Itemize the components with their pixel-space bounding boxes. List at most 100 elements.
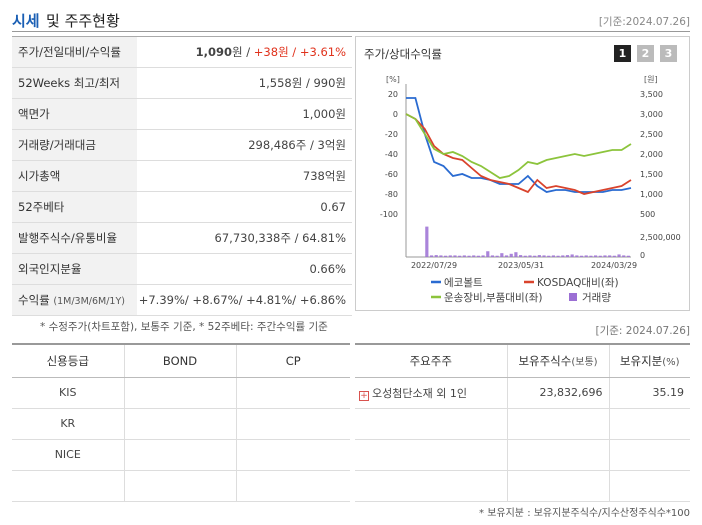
- volume-bar: [575, 255, 579, 257]
- right-tick-label: 500: [640, 210, 655, 219]
- row-value: 67,730,338주 / 64.81%: [137, 222, 352, 254]
- info-footnote: * 수정주가(차트포함), 보통주 기준, * 52주베타: 주간수익률 기준: [40, 321, 328, 333]
- right-tick-label: 1,000: [640, 190, 663, 199]
- ratio-cell: 35.19: [608, 377, 690, 409]
- agency-cell: NICE: [12, 439, 124, 471]
- table-row: 거래량/거래대금 298,486주 / 3억원: [12, 129, 352, 161]
- holder-cell: [355, 439, 507, 471]
- left-tick-label: 20: [388, 90, 398, 99]
- col-header-holder: 주요주주: [355, 344, 507, 378]
- holder-cell: [355, 470, 507, 502]
- volume-bar: [434, 255, 438, 257]
- volume-bar: [594, 255, 598, 257]
- volume-bar: [542, 255, 546, 257]
- cp-cell: [235, 377, 350, 409]
- price-chart: [%] [원] 20 0 -20 -40 -60 -80 -100 3,500 3,000 2,500…: [380, 75, 681, 304]
- table-row: 외국인지분율 0.66%: [12, 253, 352, 285]
- shares-header-unit: (보통): [571, 356, 598, 368]
- volume-bar: [612, 255, 616, 257]
- chart-tab-2[interactable]: 2: [637, 45, 654, 62]
- shareholders-table: 주요주주 보유주식수(보통) 보유지분(%) + 오성첨단소재 외 1인 23,8…: [355, 343, 690, 502]
- bond-cell: [123, 470, 236, 502]
- row-label: 52주베타: [12, 191, 137, 223]
- volume-bar: [458, 255, 462, 257]
- chart-title: 주가/상대수익률: [364, 47, 442, 61]
- table-row: 52주베타 0.67: [12, 191, 352, 223]
- row-label: 52Weeks 최고/최저: [12, 67, 137, 99]
- shares-header-text: 보유주식수: [518, 353, 572, 368]
- volume-bar: [462, 255, 466, 257]
- row-value: 298,486주 / 3억원: [137, 129, 352, 161]
- expand-plus-icon[interactable]: +: [359, 390, 369, 401]
- row-label: 액면가: [12, 98, 137, 130]
- agency-cell: KR: [12, 408, 124, 440]
- volume-bar: [565, 255, 570, 257]
- shares-cell: [506, 439, 609, 471]
- row-label: 수익률 (1M/3M/6M/1Y): [12, 284, 137, 316]
- volume-bar: [537, 255, 541, 257]
- chart-panel: 주가/상대수익률 1 2 3 [%] [원] 20 0 -20 -40 -60 -80 -100…: [355, 36, 690, 311]
- table-row: [355, 439, 690, 471]
- right-tick-label: 2,500: [640, 130, 663, 139]
- section-title-highlight: 시세: [12, 12, 40, 30]
- row-value: 0.67: [137, 191, 352, 223]
- chart-tab-1[interactable]: 1: [614, 45, 631, 62]
- row-label: 외국인지분율: [12, 253, 137, 285]
- volume-bar: [523, 255, 527, 257]
- ratio-header-unit: (%): [662, 356, 680, 368]
- section-title: 및 주주현황: [46, 12, 120, 30]
- col-header-ratio: 보유지분(%): [608, 344, 690, 378]
- volume-tick-label: 2,500,000: [640, 233, 681, 242]
- volume-bar: [622, 255, 626, 257]
- credit-rating-table: 신용등급 BOND CP KIS KR NICE: [12, 343, 350, 502]
- volume-bar: [453, 255, 457, 257]
- row-label: 시가총액: [12, 160, 137, 192]
- return-period: (1M/3M/6M/1Y): [53, 296, 125, 307]
- col-header: BOND: [123, 344, 236, 378]
- row-label: 거래량/거래대금: [12, 129, 137, 161]
- left-tick-label: -80: [385, 190, 398, 199]
- left-tick-label: -20: [385, 130, 398, 139]
- volume-bar: [589, 255, 593, 257]
- holder-name[interactable]: 오성첨단소재 외 1인: [372, 386, 467, 400]
- right-tick-label: 3,500: [640, 90, 663, 99]
- price-value: 1,090: [195, 45, 233, 59]
- holders-footnote: * 보유지분 : 보유지분주식수/지수산정주식수*100: [479, 508, 690, 519]
- agency-cell: KIS: [12, 377, 124, 409]
- table-row: KIS: [12, 377, 350, 409]
- volume-bar: [467, 255, 471, 257]
- volume-bar: [486, 251, 490, 257]
- row-value: +7.39%/ +8.67%/ +4.81%/ +6.86%: [137, 284, 352, 316]
- table-row: 수익률 (1M/3M/6M/1Y) +7.39%/ +8.67%/ +4.81%…: [12, 284, 352, 316]
- volume-bar: [514, 252, 518, 257]
- table-row: + 오성첨단소재 외 1인 23,832,696 35.19: [355, 377, 690, 409]
- right-axis-unit: [원]: [644, 75, 658, 84]
- col-header: CP: [235, 344, 350, 378]
- table-row: [355, 470, 690, 502]
- legend-label: 거래량: [582, 292, 611, 304]
- volume-bar: [429, 255, 434, 257]
- table-row: 발행주식수/유통비율 67,730,338주 / 64.81%: [12, 222, 352, 254]
- left-tick-label: -40: [385, 150, 398, 159]
- volume-bar: [551, 255, 555, 257]
- bond-cell: [123, 439, 236, 471]
- ratio-header-text: 보유지분: [619, 353, 663, 368]
- volume-tick-label: 0: [640, 251, 645, 260]
- bond-cell: [123, 377, 236, 409]
- x-tick-label: 2024/03/29: [591, 261, 637, 270]
- col-header: 신용등급: [12, 344, 124, 378]
- table-row: KR: [12, 408, 350, 440]
- row-value: 0.66%: [137, 253, 352, 285]
- volume-bar: [472, 255, 476, 257]
- volume-bar: [626, 255, 630, 257]
- holder-cell[interactable]: + 오성첨단소재 외 1인: [355, 377, 507, 409]
- right-tick-label: 2,000: [640, 150, 663, 159]
- volume-bar: [448, 255, 452, 257]
- volume-bar: [556, 255, 560, 257]
- ratio-cell: [608, 470, 690, 502]
- series-line-sector: [405, 113, 632, 179]
- volume-bar: [495, 255, 499, 257]
- chart-tab-3[interactable]: 3: [660, 45, 677, 62]
- volume-bar: [570, 254, 574, 257]
- cp-cell: [235, 439, 350, 471]
